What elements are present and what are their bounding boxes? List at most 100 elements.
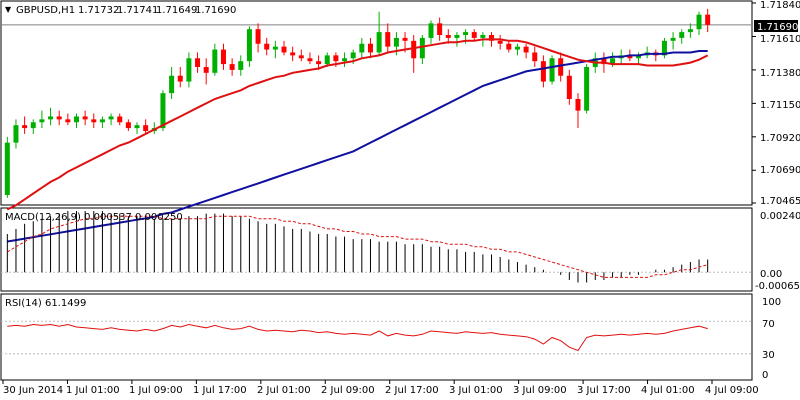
candle [212, 43, 218, 76]
macd-axis: 0.002402 0.00 -0.000655 [755, 211, 800, 292]
candle-body [91, 119, 97, 123]
time-tick-11: 4 Jul 09:00 [705, 385, 759, 396]
candle-body [489, 35, 495, 41]
candle-body [143, 125, 149, 131]
candle-body [246, 29, 252, 62]
candle-body [497, 40, 503, 44]
candle-body [82, 116, 88, 120]
candle-body [264, 43, 270, 50]
candle [39, 110, 45, 129]
candle-body [540, 61, 546, 82]
candle [471, 29, 477, 41]
candle-body [610, 58, 616, 65]
candle-body [316, 61, 322, 65]
candle-body [471, 32, 477, 38]
candle-body [4, 142, 10, 195]
rsi-tick-3: 0 [762, 370, 768, 381]
time-tick-4: 2 Jul 01:00 [257, 385, 311, 396]
candle [298, 49, 304, 62]
candle [385, 23, 391, 53]
ohlc-close: 1.71690 [195, 5, 236, 16]
candle-body [549, 58, 555, 82]
rsi-axis: 100 70 30 0 [762, 297, 781, 381]
candle-body [108, 116, 114, 120]
candle-body [177, 75, 183, 82]
candle [419, 35, 425, 65]
candle-body [480, 35, 486, 38]
candle [229, 58, 235, 76]
candle [290, 46, 296, 62]
candle-body [506, 43, 512, 50]
time-axis: 30 Jun 2014 1 Jul 01:00 1 Jul 09:00 1 Ju… [3, 385, 759, 396]
macd-tick-0: 0.002402 [760, 211, 800, 222]
candle [134, 122, 140, 134]
candle-body [125, 122, 131, 129]
candle-body [272, 46, 278, 50]
ma-red-line [6, 38, 709, 211]
candle-body [532, 52, 538, 62]
candle-body [73, 116, 79, 123]
candle [99, 116, 105, 129]
candle-body [376, 32, 382, 53]
candle-body [463, 32, 469, 35]
rsi-tick-1: 70 [762, 319, 775, 330]
candle [307, 52, 313, 65]
time-tick-0: 30 Jun 2014 [3, 385, 63, 396]
candle-body [229, 64, 235, 70]
macd-layer [1, 211, 752, 283]
candle-body [307, 58, 313, 62]
candle-body [99, 119, 105, 123]
candle-body [575, 99, 581, 111]
candle [696, 11, 702, 35]
price-axis: 1.71840 1.71610 1.71380 1.71150 1.70920 … [760, 0, 800, 207]
candle-body [367, 43, 373, 53]
candle-body [359, 43, 365, 53]
price-header: ▼ GBPUSD,H1 1.71732 1.71741 1.71649 1.71… [5, 5, 236, 16]
candle [359, 37, 365, 59]
candle [454, 32, 460, 47]
candle-body [65, 119, 71, 123]
price-tick-0: 1.71840 [760, 0, 800, 11]
candle [411, 35, 417, 73]
candle-body [30, 122, 36, 129]
candle-body [636, 55, 642, 59]
macd-tick-2: -0.000655 [755, 281, 800, 292]
price-tick-6: 1.70465 [760, 196, 800, 207]
candle-body [342, 58, 348, 62]
candle-body [324, 55, 330, 65]
candle [687, 23, 693, 38]
candle-body [445, 35, 451, 38]
candle [186, 52, 192, 88]
current-price-marker: 1.71690 [754, 20, 798, 33]
candle [195, 52, 201, 73]
candle [255, 23, 261, 53]
candle [566, 69, 572, 105]
candle-body [22, 125, 28, 129]
ohlc-high: 1.71741 [117, 5, 158, 16]
rsi-title: RSI(14) 61.1499 [5, 298, 86, 309]
candle-body [238, 61, 244, 70]
candle-body [437, 23, 443, 35]
candle [91, 113, 97, 129]
candle-body [402, 37, 408, 41]
candle [428, 20, 434, 44]
time-tick-9: 3 Jul 17:00 [577, 385, 631, 396]
rsi-layer [1, 320, 752, 355]
candle [514, 43, 520, 56]
candle-body [333, 55, 339, 62]
candle [22, 116, 28, 134]
candle [272, 40, 278, 59]
candle [679, 29, 685, 44]
candle [549, 55, 555, 85]
candle-body [705, 14, 711, 25]
price-layer [1, 8, 752, 243]
candle-body [428, 23, 434, 38]
candle-body [385, 32, 391, 47]
candle [497, 35, 503, 50]
time-tick-8: 3 Jul 09:00 [513, 385, 567, 396]
candle-body [186, 58, 192, 82]
price-tick-4: 1.70920 [760, 133, 800, 144]
price-tick-2: 1.71380 [760, 68, 800, 79]
candle [584, 64, 590, 114]
candle [220, 43, 226, 70]
